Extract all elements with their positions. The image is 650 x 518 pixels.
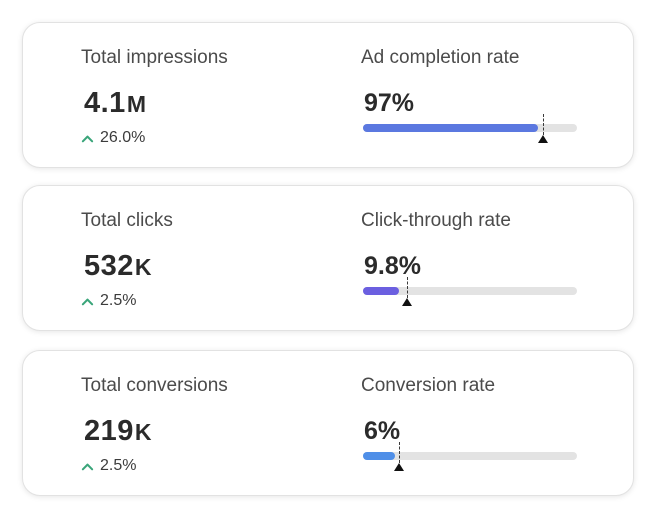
rate-value: 6% <box>364 417 401 445</box>
metric-delta: 26.0% <box>81 129 145 147</box>
metric-value: 4.1M <box>84 87 147 120</box>
chevron-up-icon <box>81 298 94 305</box>
chevron-up-icon <box>81 463 94 470</box>
metric-value-suffix: K <box>134 254 153 280</box>
metric-label: Total clicks <box>81 210 173 231</box>
chevron-up-icon <box>81 135 94 142</box>
triangle-marker-icon <box>537 135 548 143</box>
metric-value-suffix: K <box>134 419 153 445</box>
metric-value: 219K <box>84 415 152 448</box>
metric-value-suffix: M <box>126 91 147 117</box>
rate-value: 9.8% <box>364 252 421 280</box>
metric-delta: 2.5% <box>81 457 136 475</box>
metric-value-number: 532 <box>84 250 134 282</box>
rate-block: Conversion rate 6% <box>361 351 591 495</box>
metric-block: Total impressions 4.1M 26.0% <box>81 23 311 167</box>
metric-delta: 2.5% <box>81 292 136 310</box>
rate-label: Ad completion rate <box>361 47 520 68</box>
metric-value: 532K <box>84 250 152 283</box>
rate-block: Click-through rate 9.8% <box>361 186 591 330</box>
metric-card-impressions: Total impressions 4.1M 26.0% Ad completi… <box>22 22 634 168</box>
rate-progress-fill <box>363 452 396 460</box>
metric-card-conversions: Total conversions 219K 2.5% Conversion r… <box>22 350 634 496</box>
rate-progress-fill <box>363 124 539 132</box>
metric-value-number: 4.1 <box>84 87 126 119</box>
metric-value-number: 219 <box>84 415 134 447</box>
metric-delta-value: 26.0% <box>100 129 146 146</box>
rate-block: Ad completion rate 97% <box>361 23 591 167</box>
rate-progress-track <box>363 114 577 143</box>
metric-block: Total clicks 532K 2.5% <box>81 186 311 330</box>
metric-delta-value: 2.5% <box>100 457 137 474</box>
rate-progress-fill <box>363 287 400 295</box>
triangle-marker-icon <box>401 298 412 306</box>
metric-block: Total conversions 219K 2.5% <box>81 351 311 495</box>
target-line <box>399 442 401 463</box>
rate-label: Click-through rate <box>361 210 511 231</box>
rate-label: Conversion rate <box>361 375 496 396</box>
metric-label: Total impressions <box>81 47 228 68</box>
metric-label: Total conversions <box>81 375 228 396</box>
metric-card-clicks: Total clicks 532K 2.5% Click-through rat… <box>22 185 634 331</box>
triangle-marker-icon <box>394 463 405 471</box>
target-line <box>406 277 408 298</box>
rate-progress-track <box>363 442 577 471</box>
metric-delta-value: 2.5% <box>100 292 137 309</box>
rate-progress-track <box>363 277 577 306</box>
target-line <box>542 114 544 135</box>
rate-value: 97% <box>364 89 415 117</box>
